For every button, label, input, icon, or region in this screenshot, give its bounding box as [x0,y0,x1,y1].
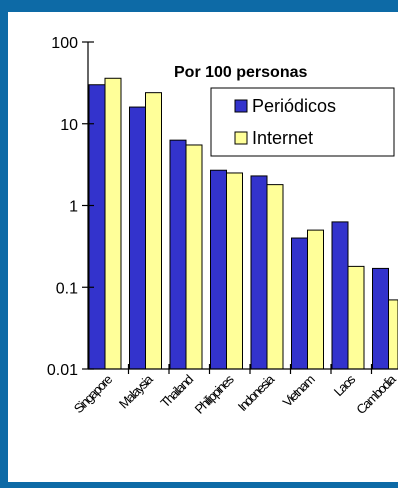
x-tick-label-vietnam: Vietnam [280,372,318,410]
bar-indonesia-internet [266,184,284,370]
legend: Por 100 personas Periódicos Internet [174,64,395,157]
axes-layer [82,41,398,374]
bar-singapore-internet [104,77,122,370]
legend-label-periodicos: Periódicos [252,96,336,116]
bar-chart: 100 10 1 0.1 0.01 Singapore Malaysia ThailandP… [47,35,398,417]
bar-singapore-periodicos [88,84,106,370]
legend-label-internet: Internet [252,128,313,148]
legend-title: Por 100 personas [174,64,308,81]
bar-cambodia-periodicos [372,267,389,370]
legend-swatch-internet [234,131,248,145]
bar-vietnam-periodicos [291,237,308,370]
legend-swatch-periodicos [234,99,248,113]
legend-box [210,87,395,157]
chart-frame: 100 10 1 0.1 0.01 Singapore Malaysia Thailand P… [8,12,398,482]
bar-laos-periodicos [331,221,349,370]
bar-thailand-periodicos [169,139,187,370]
y-tick-label: 0.1 [56,280,78,297]
x-tick-label-thailand: Thailand [157,372,196,411]
bar-malaysia-periodicos [129,106,146,370]
x-tick-label-indonesia: Indonesia [235,371,278,414]
bar-malaysia-internet [145,92,162,370]
bar-philippines-periodicos [210,169,227,370]
y-tick-labels: 100 10 1 0.1 0.01 [47,35,78,379]
x-tick-labels: Singapore Malaysia ThailandPhilippinesIndo… [71,371,398,417]
bar-thailand-internet [185,144,203,370]
y-tick-label: 100 [51,35,78,52]
bar-indonesia-periodicos [250,175,268,370]
bar-laos-internet [347,265,365,370]
y-tick-label: 1 [69,199,78,216]
x-tick-label-cambodia: Cambodia [353,371,398,417]
bar-cambodia-internet [388,299,398,370]
x-tick-label-malaysia: Malaysia [116,371,156,411]
x-tick-label-laos: Laos [331,371,359,399]
bars-layer [88,77,398,370]
y-tick-label: 0.01 [47,362,78,379]
y-tick-label: 10 [60,117,78,134]
bar-philippines-internet [226,172,243,370]
bar-vietnam-internet [307,229,324,370]
x-tick-label-philippines: Philippines [192,371,238,417]
